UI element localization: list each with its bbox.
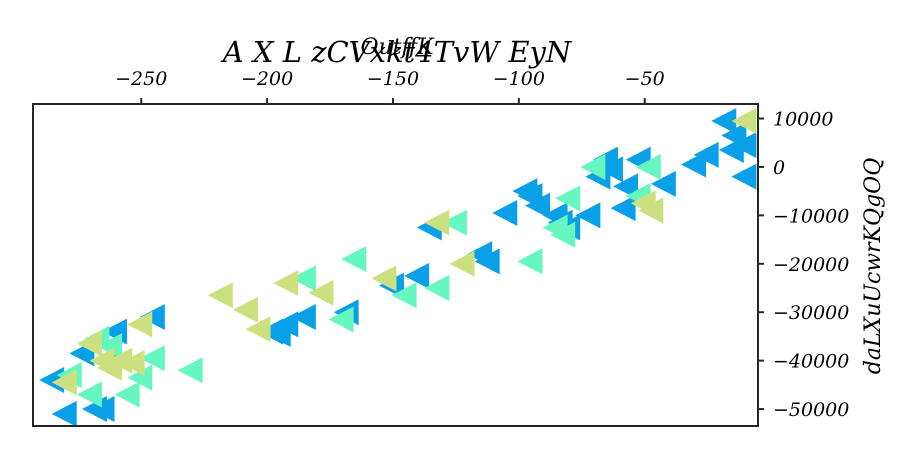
data-point [127,311,153,338]
data-point [232,296,258,323]
data-point [449,250,475,277]
data-point [290,265,316,292]
data-point [51,369,77,396]
data-point [492,199,518,226]
y-tick-label: −10000 [773,205,849,227]
x-tick-label: −200 [241,68,293,90]
data-point [341,245,367,272]
y-tick-label: −40000 [773,351,849,373]
data-point [76,381,102,408]
data-point [89,396,115,423]
data-point [424,209,450,236]
data-point [114,381,140,408]
data-point [391,282,417,309]
x-tick-label: −100 [493,68,545,90]
data-point [575,202,601,229]
data-point [97,333,123,360]
data-point [328,306,354,333]
data-point [245,316,271,343]
data-point [139,345,165,372]
data-point [731,132,757,159]
data-point [610,195,636,222]
data-point [550,221,576,248]
data-point [107,347,133,374]
data-point [290,304,316,331]
data-point [693,141,719,168]
x-tick-label: −250 [115,68,167,90]
data-point [441,209,467,236]
y-tick-label: −50000 [773,399,849,421]
plot-frame [32,103,759,427]
chart-title: A X L zCVxkt4TvW EyN [220,35,573,69]
data-point [127,364,153,391]
x-tick-label: −150 [367,68,419,90]
y-tick-label: −20000 [773,254,849,276]
data-point [177,357,203,384]
data-point [650,170,676,197]
data-point [635,153,661,180]
plot-markers [39,107,757,427]
data-point [273,311,299,338]
data-point [371,265,397,292]
data-point [308,279,334,306]
data-point [273,270,299,297]
data-point [404,262,430,289]
data-point [731,107,757,134]
data-point [524,192,550,219]
y-axis-label: daLXuUcwrKQgOQ [861,158,886,374]
y-tick-label: 0 [773,157,785,179]
data-point [580,153,606,180]
y-axis: 10000 0 −10000 −20000 −30000 −40000 −50000 [758,109,849,421]
x-axis-label: OutffK [360,35,435,60]
data-point [731,163,757,190]
data-point [711,107,737,134]
x-tick-label: −50 [625,68,665,90]
y-tick-label: 10000 [773,109,833,131]
data-point [139,304,165,331]
data-point [474,248,500,275]
data-point [517,248,543,275]
data-point [51,400,77,427]
data-point [76,330,102,357]
y-tick-label: −30000 [773,302,849,324]
data-point [424,275,450,301]
data-point [39,367,65,393]
data-point [597,156,623,183]
data-point [119,350,145,377]
data-point [638,197,664,224]
data-point [207,282,233,309]
data-point [555,185,581,212]
x-axis: −250 −200 −150 −100 −50 [115,68,665,104]
